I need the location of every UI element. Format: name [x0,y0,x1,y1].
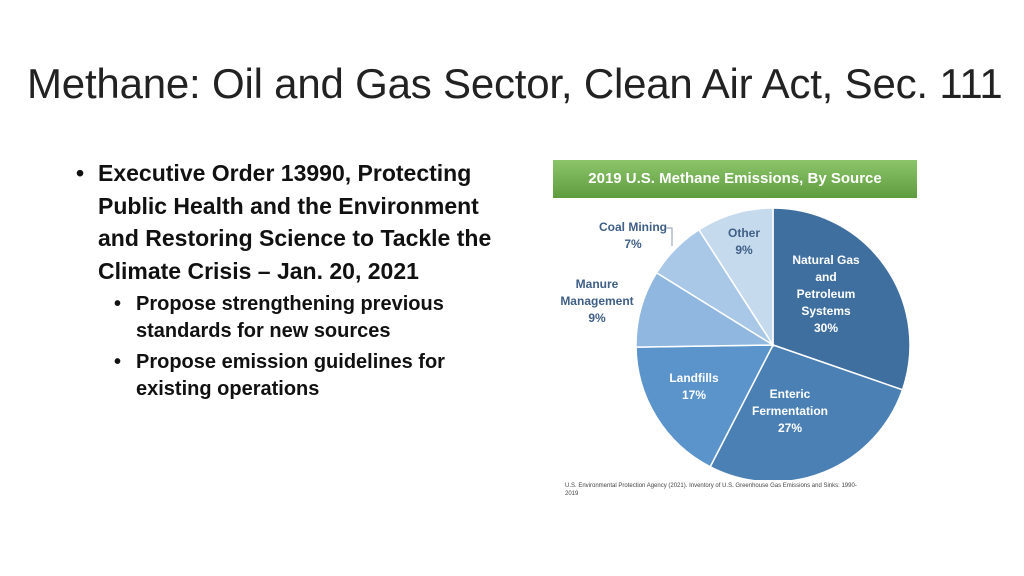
chart-source-note: U.S. Environmental Protection Agency (20… [565,483,857,497]
slice-label-enteric-fermentation: Enteric Fermentation 27% [752,387,828,435]
slice-label-other: Other 9% [728,226,760,257]
subbullet-text: Propose emission guidelines for existing… [136,351,445,400]
subbullet-glyph: • [114,351,122,373]
subbullet-glyph: • [114,293,122,315]
pie-slice-enteric-fermentation [709,344,904,480]
bullet-glyph: • [76,160,85,186]
pie-slice-other [697,207,774,348]
slice-label-landfills: Landfills 17% [669,371,719,402]
pie-slice-manure-management [635,271,776,348]
pie-slice-natural-gas-and-petroleum-systems [772,207,911,391]
bullet-text: Executive Order 13990, Protecting Public… [98,160,492,284]
slice-label-natural-gas-and-petroleum-systems: Natural Gas and Petroleum Systems 30% [792,253,860,335]
subbullet-item: • Propose strengthening previous standar… [114,291,496,345]
pie-chart-svg: Natural Gas and Petroleum Systems 30% Enteric… [560,207,911,480]
chart-title: 2019 U.S. Methane Emissions, By Source [553,160,917,198]
bullet-item: • Executive Order 13990, Protecting Publ… [76,157,496,287]
slide-title: Methane: Oil and Gas Sector, Clean Air A… [27,60,1003,107]
subbullet-item: • Propose emission guidelines for existi… [114,349,496,403]
slice-label-coal-mining: Coal Mining 7% [599,220,667,251]
subbullet-text: Propose strengthening previous standards… [136,293,444,342]
pie-chart: Natural Gas and Petroleum Systems 30% Enteric… [553,160,917,500]
slice-label-manure-management: Manure Management 9% [560,277,633,325]
coal-mining-leader-line [666,227,673,246]
pie-slice-landfills [635,344,775,468]
bullet-list: • Executive Order 13990, Protecting Publ… [76,157,496,403]
